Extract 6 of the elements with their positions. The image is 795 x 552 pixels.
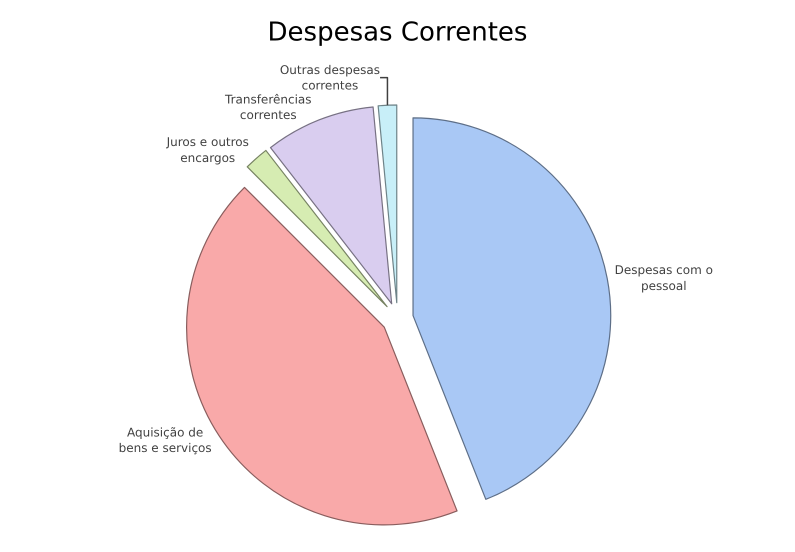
- chart-title: Despesas Correntes: [268, 17, 528, 48]
- slice-label: Outras despesas correntes: [280, 62, 380, 92]
- slice-label: Juros e outros encargos: [166, 135, 249, 165]
- slice-label: Aquisição de bens e serviços: [118, 425, 212, 455]
- slice-label: Transferências correntes: [224, 92, 312, 122]
- slice-label: Despesas com o pessoal: [614, 263, 713, 293]
